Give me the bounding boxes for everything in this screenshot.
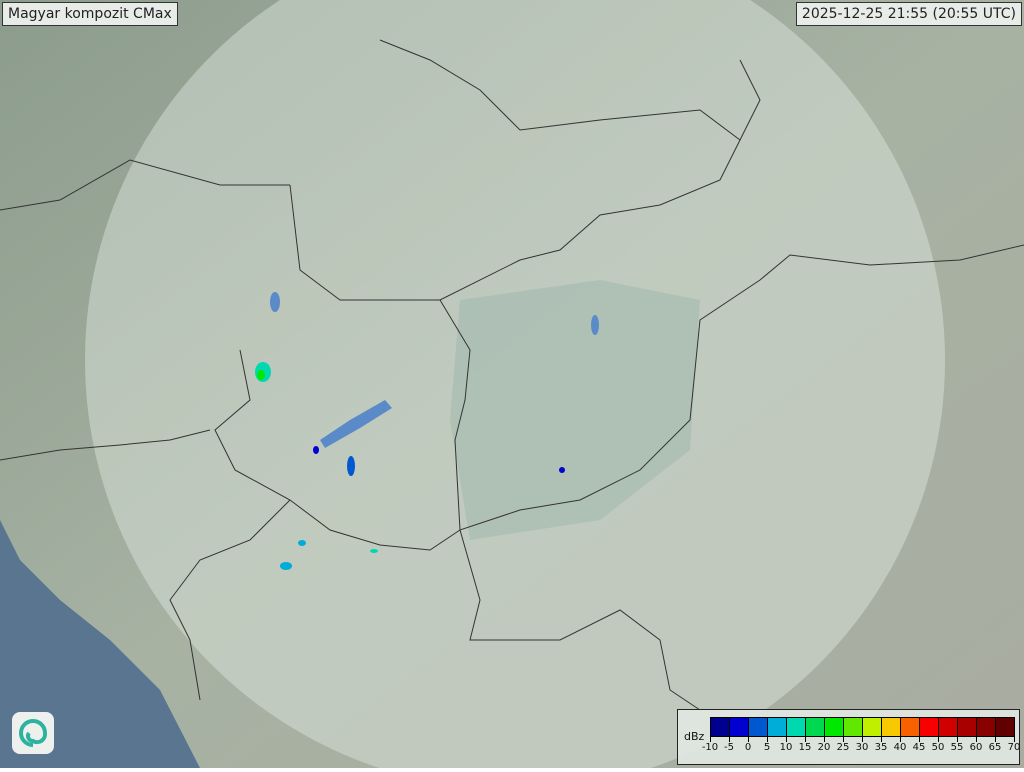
radar-echo bbox=[280, 562, 292, 570]
tick-label: -5 bbox=[724, 742, 734, 753]
tick-label: 25 bbox=[836, 742, 850, 753]
radar-echo bbox=[370, 549, 378, 553]
tick-label: 20 bbox=[817, 742, 831, 753]
timestamp: 2025-12-25 21:55 (20:55 UTC) bbox=[795, 2, 1022, 26]
radar-echoes bbox=[255, 362, 565, 570]
tick-mark bbox=[938, 736, 939, 742]
legend-color-cell bbox=[996, 718, 1014, 736]
legend-color-cell bbox=[711, 718, 730, 736]
legend-color-cell bbox=[920, 718, 939, 736]
tick-label: 50 bbox=[931, 742, 945, 753]
lakes bbox=[270, 292, 599, 448]
tick-mark bbox=[729, 736, 730, 742]
tick-mark bbox=[786, 736, 787, 742]
tick-mark bbox=[767, 736, 768, 742]
tick-label: 15 bbox=[798, 742, 812, 753]
legend-color-cell bbox=[749, 718, 768, 736]
tick-label: 40 bbox=[893, 742, 907, 753]
legend-color-cell bbox=[806, 718, 825, 736]
radar-echo bbox=[298, 540, 306, 546]
color-scale bbox=[710, 717, 1015, 737]
legend-color-cell bbox=[977, 718, 996, 736]
radar-echo bbox=[313, 446, 319, 454]
radar-echo bbox=[559, 467, 565, 473]
dbz-legend: dBz -10 -5 0 5 10 15 20 25 30 35 40 45 50 55 60 65 70 bbox=[677, 709, 1020, 765]
tick-mark bbox=[995, 736, 996, 742]
tick-mark bbox=[748, 736, 749, 742]
map-title: Magyar kompozit CMax bbox=[2, 2, 178, 26]
legend-color-cell bbox=[901, 718, 920, 736]
tick-label: 60 bbox=[969, 742, 983, 753]
radar-echo bbox=[257, 370, 265, 380]
legend-color-cell bbox=[939, 718, 958, 736]
legend-color-cell bbox=[787, 718, 806, 736]
legend-color-cell bbox=[863, 718, 882, 736]
tick-label: 5 bbox=[763, 742, 771, 753]
tick-mark bbox=[862, 736, 863, 742]
legend-unit: dBz bbox=[684, 730, 705, 743]
plain-region bbox=[450, 280, 700, 540]
tick-mark bbox=[805, 736, 806, 742]
tick-mark bbox=[900, 736, 901, 742]
tick-mark bbox=[881, 736, 882, 742]
tick-label: 65 bbox=[988, 742, 1002, 753]
tick-label: -10 bbox=[701, 742, 719, 753]
legend-color-cell bbox=[882, 718, 901, 736]
tick-label: 30 bbox=[855, 742, 869, 753]
radar-coverage-area bbox=[85, 0, 945, 772]
lake-neusiedl bbox=[270, 292, 280, 312]
tick-label: 0 bbox=[744, 742, 752, 753]
tick-label: 70 bbox=[1007, 742, 1021, 753]
tick-label: 55 bbox=[950, 742, 964, 753]
tick-mark bbox=[710, 736, 711, 742]
tick-label: 35 bbox=[874, 742, 888, 753]
tick-mark bbox=[1014, 736, 1015, 742]
lake-tisza bbox=[591, 315, 599, 335]
country-borders bbox=[0, 39, 1024, 711]
legend-color-cell bbox=[844, 718, 863, 736]
legend-color-cell bbox=[825, 718, 844, 736]
radar-echo bbox=[347, 456, 355, 476]
tick-mark bbox=[976, 736, 977, 742]
tick-mark bbox=[843, 736, 844, 742]
tick-mark bbox=[919, 736, 920, 742]
tick-label: 45 bbox=[912, 742, 926, 753]
swirl-logo-icon bbox=[12, 712, 54, 754]
tick-mark bbox=[824, 736, 825, 742]
lake-balaton bbox=[320, 400, 392, 448]
scale-ticks: -10 -5 0 5 10 15 20 25 30 35 40 45 50 55 60 65 70 bbox=[702, 736, 1020, 756]
legend-color-cell bbox=[768, 718, 787, 736]
tick-label: 10 bbox=[779, 742, 793, 753]
legend-color-cell bbox=[730, 718, 749, 736]
adriatic-sea bbox=[0, 520, 200, 768]
tick-mark bbox=[957, 736, 958, 742]
legend-color-cell bbox=[958, 718, 977, 736]
